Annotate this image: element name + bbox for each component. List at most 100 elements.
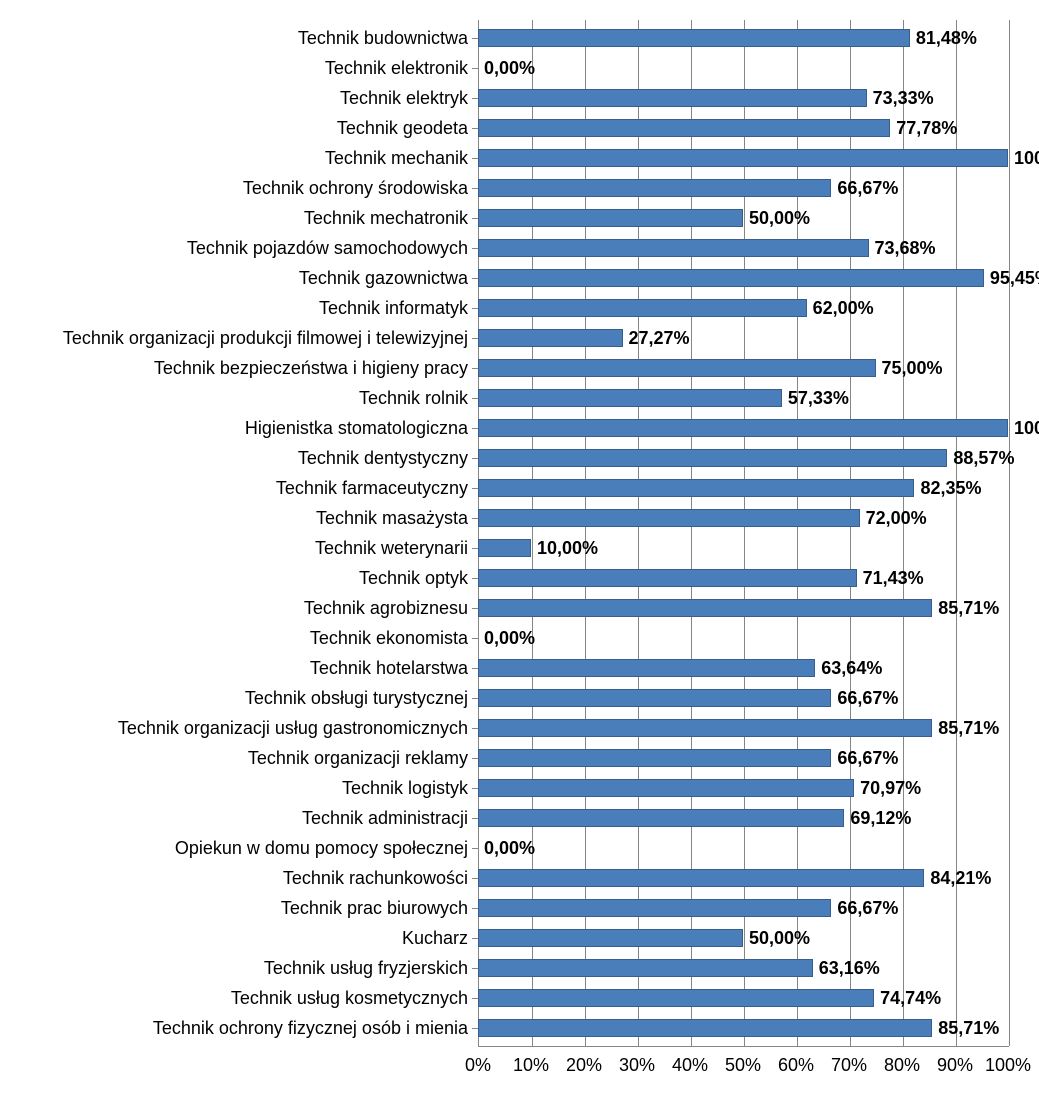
x-tick-label: 20%	[566, 1055, 602, 1076]
bar	[478, 689, 831, 707]
y-tick	[472, 638, 478, 639]
value-label: 74,74%	[880, 983, 941, 1013]
bar	[478, 599, 932, 617]
value-label: 72,00%	[866, 503, 927, 533]
bar	[478, 989, 874, 1007]
x-tick-label: 50%	[725, 1055, 761, 1076]
bar	[478, 1019, 932, 1037]
bar	[478, 29, 910, 47]
bar	[478, 89, 867, 107]
bar	[478, 119, 890, 137]
y-tick	[472, 848, 478, 849]
bar	[478, 149, 1008, 167]
category-label: Technik gazownictwa	[10, 263, 468, 293]
category-label: Technik organizacji reklamy	[10, 743, 468, 773]
value-label: 62,00%	[813, 293, 874, 323]
bar	[478, 869, 924, 887]
x-tick-label: 10%	[513, 1055, 549, 1076]
gridline	[638, 20, 639, 1046]
bar	[478, 959, 813, 977]
value-label: 81,48%	[916, 23, 977, 53]
category-label: Technik organizacji produkcji filmowej i…	[10, 323, 468, 353]
category-label: Technik farmaceutyczny	[10, 473, 468, 503]
category-label: Technik informatyk	[10, 293, 468, 323]
value-label: 75,00%	[882, 353, 943, 383]
value-label: 84,21%	[930, 863, 991, 893]
x-tick-label: 80%	[884, 1055, 920, 1076]
category-label: Technik prac biurowych	[10, 893, 468, 923]
value-label: 82,35%	[920, 473, 981, 503]
value-label: 57,33%	[788, 383, 849, 413]
category-label: Technik ochrony fizycznej osób i mienia	[10, 1013, 468, 1043]
category-label: Technik usług kosmetycznych	[10, 983, 468, 1013]
value-label: 63,64%	[821, 653, 882, 683]
value-label: 63,16%	[819, 953, 880, 983]
value-label: 0,00%	[484, 53, 535, 83]
category-label: Technik usług fryzjerskich	[10, 953, 468, 983]
bar	[478, 209, 743, 227]
category-label: Technik rachunkowości	[10, 863, 468, 893]
value-label: 77,78%	[896, 113, 957, 143]
value-label: 66,67%	[837, 173, 898, 203]
category-label: Technik geodeta	[10, 113, 468, 143]
bar	[478, 719, 932, 737]
bar	[478, 809, 844, 827]
value-label: 85,71%	[938, 1013, 999, 1043]
x-tick-label: 60%	[778, 1055, 814, 1076]
value-label: 69,12%	[850, 803, 911, 833]
value-label: 73,68%	[875, 233, 936, 263]
category-label: Technik pojazdów samochodowych	[10, 233, 468, 263]
gridline	[744, 20, 745, 1046]
value-label: 66,67%	[837, 743, 898, 773]
value-label: 50,00%	[749, 203, 810, 233]
value-label: 100,00%	[1014, 143, 1039, 173]
category-label: Technik mechanik	[10, 143, 468, 173]
bar	[478, 329, 623, 347]
category-label: Kucharz	[10, 923, 468, 953]
chart-container: 0%10%20%30%40%50%60%70%80%90%100%Technik…	[10, 10, 1029, 1090]
category-label: Technik administracji	[10, 803, 468, 833]
bar	[478, 659, 815, 677]
category-label: Opiekun w domu pomocy społecznej	[10, 833, 468, 863]
bar	[478, 389, 782, 407]
category-label: Technik elektronik	[10, 53, 468, 83]
bar	[478, 749, 831, 767]
category-label: Higienistka stomatologiczna	[10, 413, 468, 443]
x-tick-label: 90%	[937, 1055, 973, 1076]
bar	[478, 419, 1008, 437]
bar	[478, 179, 831, 197]
gridline	[903, 20, 904, 1046]
gridline	[1009, 20, 1010, 1046]
category-label: Technik budownictwa	[10, 23, 468, 53]
category-label: Technik rolnik	[10, 383, 468, 413]
x-tick-label: 100%	[985, 1055, 1031, 1076]
value-label: 66,67%	[837, 893, 898, 923]
value-label: 10,00%	[537, 533, 598, 563]
value-label: 71,43%	[863, 563, 924, 593]
bar	[478, 539, 531, 557]
value-label: 73,33%	[873, 83, 934, 113]
bar	[478, 929, 743, 947]
category-label: Technik hotelarstwa	[10, 653, 468, 683]
x-tick-label: 40%	[672, 1055, 708, 1076]
value-label: 0,00%	[484, 623, 535, 653]
value-label: 50,00%	[749, 923, 810, 953]
category-label: Technik dentystyczny	[10, 443, 468, 473]
value-label: 27,27%	[629, 323, 690, 353]
value-label: 70,97%	[860, 773, 921, 803]
bar	[478, 479, 914, 497]
value-label: 88,57%	[953, 443, 1014, 473]
bar	[478, 269, 984, 287]
category-label: Technik ochrony środowiska	[10, 173, 468, 203]
value-label: 85,71%	[938, 713, 999, 743]
category-label: Technik obsługi turystycznej	[10, 683, 468, 713]
x-tick-label: 30%	[619, 1055, 655, 1076]
category-label: Technik mechatronik	[10, 203, 468, 233]
gridline	[532, 20, 533, 1046]
gridline	[691, 20, 692, 1046]
category-label: Technik optyk	[10, 563, 468, 593]
gridline	[797, 20, 798, 1046]
category-label: Technik weterynarii	[10, 533, 468, 563]
category-label: Technik bezpieczeństwa i higieny pracy	[10, 353, 468, 383]
value-label: 100,00%	[1014, 413, 1039, 443]
